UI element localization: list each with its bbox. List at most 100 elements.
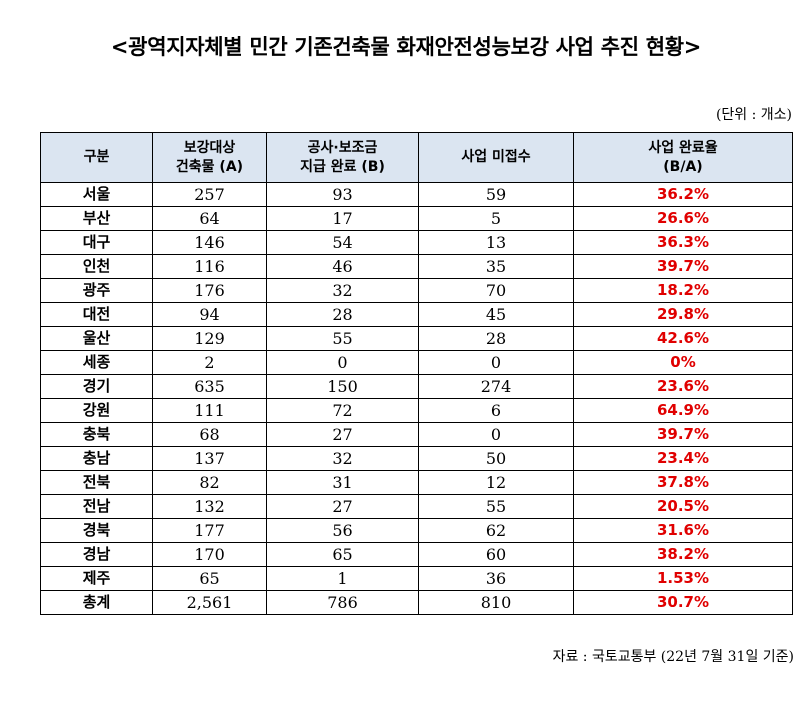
cell-completed: 56 (266, 518, 419, 543)
cell-region: 광주 (40, 278, 153, 303)
cell-not-applied: 13 (418, 230, 574, 255)
cell-completed: 28 (266, 302, 419, 327)
header-target-line1: 보강대상 (183, 139, 236, 156)
cell-not-applied: 59 (418, 182, 574, 207)
table-row: 제주 65 1 36 1.53% (40, 566, 793, 591)
cell-target: 68 (152, 422, 267, 447)
cell-not-applied: 28 (418, 326, 574, 351)
cell-target: 177 (152, 518, 267, 543)
cell-region: 충남 (40, 446, 153, 471)
cell-target: 170 (152, 542, 267, 567)
table-row: 충남 137 32 50 23.4% (40, 446, 793, 471)
cell-region: 대구 (40, 230, 153, 255)
table-row: 강원 111 72 6 64.9% (40, 398, 793, 423)
cell-region: 울산 (40, 326, 153, 351)
cell-completed: 27 (266, 494, 419, 519)
cell-completed: 54 (266, 230, 419, 255)
cell-rate: 0% (573, 350, 793, 375)
table-row: 경북 177 56 62 31.6% (40, 518, 793, 543)
cell-not-applied: 36 (418, 566, 574, 591)
cell-target: 65 (152, 566, 267, 591)
cell-region: 경북 (40, 518, 153, 543)
cell-target: 2,561 (152, 590, 267, 615)
table-row: 경남 170 65 60 38.2% (40, 542, 793, 567)
table-row: 서울 257 93 59 36.2% (40, 182, 793, 207)
cell-not-applied: 810 (418, 590, 574, 615)
cell-region: 총계 (40, 590, 153, 615)
cell-rate: 1.53% (573, 566, 793, 591)
cell-completed: 1 (266, 566, 419, 591)
status-table: 구분 보강대상 건축물 (A) 공사·보조금 지급 완료 (B) 사업 미접수 … (40, 132, 793, 615)
cell-rate: 38.2% (573, 542, 793, 567)
header-rate-line1: 사업 완료율 (648, 139, 718, 156)
cell-completed: 55 (266, 326, 419, 351)
cell-region: 제주 (40, 566, 153, 591)
cell-completed: 32 (266, 446, 419, 471)
table-header-row: 구분 보강대상 건축물 (A) 공사·보조금 지급 완료 (B) 사업 미접수 … (40, 132, 793, 183)
cell-rate: 20.5% (573, 494, 793, 519)
cell-region: 대전 (40, 302, 153, 327)
cell-target: 176 (152, 278, 267, 303)
table-row: 경기 635 150 274 23.6% (40, 374, 793, 399)
cell-rate: 18.2% (573, 278, 793, 303)
cell-not-applied: 45 (418, 302, 574, 327)
cell-rate: 36.3% (573, 230, 793, 255)
cell-region: 강원 (40, 398, 153, 423)
cell-completed: 0 (266, 350, 419, 375)
cell-region: 경기 (40, 374, 153, 399)
cell-not-applied: 55 (418, 494, 574, 519)
cell-rate: 30.7% (573, 590, 793, 615)
cell-completed: 65 (266, 542, 419, 567)
table-row: 대구 146 54 13 36.3% (40, 230, 793, 255)
table-row: 세종 2 0 0 0% (40, 350, 793, 375)
cell-target: 82 (152, 470, 267, 495)
table-body: 서울 257 93 59 36.2% 부산 64 17 5 26.6% 대구 146 54 13 36.3%… (40, 182, 793, 615)
table-row: 대전 94 28 45 29.8% (40, 302, 793, 327)
cell-target: 137 (152, 446, 267, 471)
cell-target: 257 (152, 182, 267, 207)
header-not-applied-label: 사업 미접수 (461, 149, 531, 165)
cell-rate: 42.6% (573, 326, 793, 351)
table-row: 울산 129 55 28 42.6% (40, 326, 793, 351)
cell-target: 111 (152, 398, 267, 423)
cell-region: 경남 (40, 542, 153, 567)
document-title: <광역지자체별 민간 기존건축물 화재안전성능보강 사업 추진 현황> (110, 35, 702, 59)
cell-not-applied: 60 (418, 542, 574, 567)
header-completed-line1: 공사·보조금 (307, 139, 378, 156)
header-rate-line2: (B/A) (663, 158, 703, 175)
cell-completed: 27 (266, 422, 419, 447)
header-not-applied: 사업 미접수 (418, 132, 574, 183)
cell-completed: 72 (266, 398, 419, 423)
table-row: 충북 68 27 0 39.7% (40, 422, 793, 447)
cell-target: 116 (152, 254, 267, 279)
cell-region: 전북 (40, 470, 153, 495)
cell-rate: 23.4% (573, 446, 793, 471)
table-row: 전남 132 27 55 20.5% (40, 494, 793, 519)
cell-not-applied: 5 (418, 206, 574, 231)
unit-note: (단위 : 개소) (715, 107, 792, 123)
cell-not-applied: 50 (418, 446, 574, 471)
table-row: 부산 64 17 5 26.6% (40, 206, 793, 231)
cell-not-applied: 0 (418, 350, 574, 375)
cell-not-applied: 62 (418, 518, 574, 543)
cell-region: 인천 (40, 254, 153, 279)
cell-target: 94 (152, 302, 267, 327)
cell-target: 132 (152, 494, 267, 519)
header-target-line2: 건축물 (A) (175, 158, 244, 175)
header-region-label: 구분 (83, 149, 110, 165)
cell-rate: 26.6% (573, 206, 793, 231)
cell-rate: 31.6% (573, 518, 793, 543)
cell-completed: 93 (266, 182, 419, 207)
cell-rate: 23.6% (573, 374, 793, 399)
cell-not-applied: 12 (418, 470, 574, 495)
cell-target: 635 (152, 374, 267, 399)
cell-rate: 39.7% (573, 422, 793, 447)
cell-rate: 37.8% (573, 470, 793, 495)
cell-completed: 17 (266, 206, 419, 231)
cell-not-applied: 274 (418, 374, 574, 399)
table-row: 총계 2,561 786 810 30.7% (40, 590, 793, 615)
cell-rate: 36.2% (573, 182, 793, 207)
cell-rate: 64.9% (573, 398, 793, 423)
header-completed-line2: 지급 완료 (B) (300, 158, 385, 175)
cell-completed: 31 (266, 470, 419, 495)
